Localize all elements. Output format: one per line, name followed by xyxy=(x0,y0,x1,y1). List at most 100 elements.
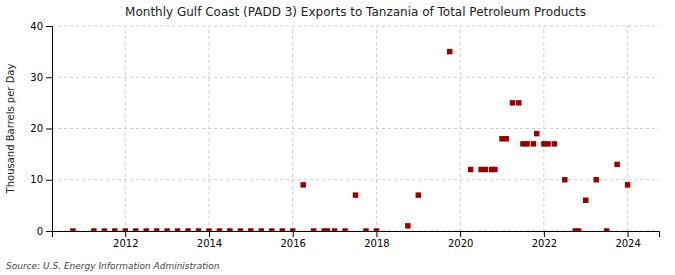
tick: 2020 xyxy=(448,231,473,249)
tick-mark xyxy=(209,231,210,237)
point xyxy=(164,228,169,231)
point xyxy=(447,49,452,54)
axis-line xyxy=(53,232,660,238)
grid-line xyxy=(52,179,659,180)
y-axis-title: Thousand Barrels per Day xyxy=(5,64,16,195)
point xyxy=(143,228,148,231)
tick-label: 0 xyxy=(37,226,43,237)
tick-label: 2014 xyxy=(197,238,222,249)
tick-mark xyxy=(544,231,545,237)
point xyxy=(625,182,630,187)
point xyxy=(516,100,521,105)
tick-mark xyxy=(293,231,294,237)
tick-mark xyxy=(460,231,461,237)
point xyxy=(562,177,567,182)
grid-line xyxy=(376,26,377,231)
tick-label: 2022 xyxy=(532,238,557,249)
tick-label: 40 xyxy=(30,21,43,32)
grid-line xyxy=(292,26,293,231)
point xyxy=(248,228,253,231)
tick-label: 30 xyxy=(30,72,43,83)
annotation: Source: U.S. Energy Information Administ… xyxy=(6,261,220,271)
points xyxy=(70,49,630,231)
point xyxy=(524,141,529,146)
point xyxy=(185,228,190,231)
tick: 2014 xyxy=(197,231,222,249)
point xyxy=(492,167,497,172)
point xyxy=(290,228,295,231)
point xyxy=(227,228,232,231)
tick-mark xyxy=(46,129,52,130)
point xyxy=(583,198,588,203)
point xyxy=(175,228,180,231)
point xyxy=(280,228,285,231)
point xyxy=(217,228,222,231)
point xyxy=(510,100,515,105)
tick-mark xyxy=(46,26,52,27)
tick: 20 xyxy=(30,123,52,134)
tick-mark xyxy=(376,231,377,237)
point xyxy=(593,177,598,182)
point xyxy=(552,141,557,146)
x-axis: 2012 2014 2016 2018 2020 2022 2024 xyxy=(53,231,660,249)
tick-label: 2024 xyxy=(615,238,640,249)
point xyxy=(503,136,508,141)
axis-line xyxy=(46,27,53,232)
point xyxy=(483,167,488,172)
point xyxy=(325,228,330,231)
point xyxy=(614,162,619,167)
point xyxy=(468,167,473,172)
tick-label: 2012 xyxy=(113,238,138,249)
point xyxy=(576,228,581,231)
grid-line xyxy=(52,77,659,78)
tick-label: 2020 xyxy=(448,238,473,249)
point xyxy=(531,141,536,146)
point xyxy=(363,228,368,231)
tick: 2018 xyxy=(364,231,389,249)
tick-mark xyxy=(628,231,629,237)
tick-mark xyxy=(46,231,52,232)
tick-mark xyxy=(46,180,52,181)
point xyxy=(91,228,96,231)
point xyxy=(70,228,75,231)
grid-line xyxy=(52,26,659,27)
tick-label: 20 xyxy=(30,123,43,134)
tick: 2016 xyxy=(280,231,305,249)
point xyxy=(545,141,550,146)
grid xyxy=(52,26,659,231)
point xyxy=(416,192,421,197)
tick: 2024 xyxy=(615,231,640,249)
point xyxy=(112,228,117,231)
point xyxy=(353,192,358,197)
point xyxy=(133,228,138,231)
tick-mark xyxy=(46,77,52,78)
tick-label: 2016 xyxy=(280,238,305,249)
point xyxy=(206,228,211,231)
grid-line xyxy=(627,26,628,231)
point xyxy=(196,228,201,231)
grid-line xyxy=(543,26,544,231)
point xyxy=(342,228,347,231)
point xyxy=(259,228,264,231)
grid-line xyxy=(208,26,209,231)
grid-line xyxy=(125,26,126,231)
tick: 40 xyxy=(30,21,52,32)
tick: 30 xyxy=(30,72,52,83)
tick-label: 2018 xyxy=(364,238,389,249)
tick-mark xyxy=(125,231,126,237)
point xyxy=(154,228,159,231)
title: Monthly Gulf Coast (PADD 3) Exports to T… xyxy=(125,5,586,19)
point xyxy=(405,223,410,228)
tick: 0 xyxy=(37,226,52,237)
tick: 10 xyxy=(30,174,52,185)
point xyxy=(332,228,337,231)
point xyxy=(374,228,379,231)
tick: 2022 xyxy=(532,231,557,249)
point xyxy=(269,228,274,231)
point xyxy=(123,228,128,231)
y-axis: 0 10 20 30 40 xyxy=(30,21,52,237)
point xyxy=(604,228,609,231)
point xyxy=(534,131,539,136)
grid-line xyxy=(460,26,461,231)
point xyxy=(238,228,243,231)
